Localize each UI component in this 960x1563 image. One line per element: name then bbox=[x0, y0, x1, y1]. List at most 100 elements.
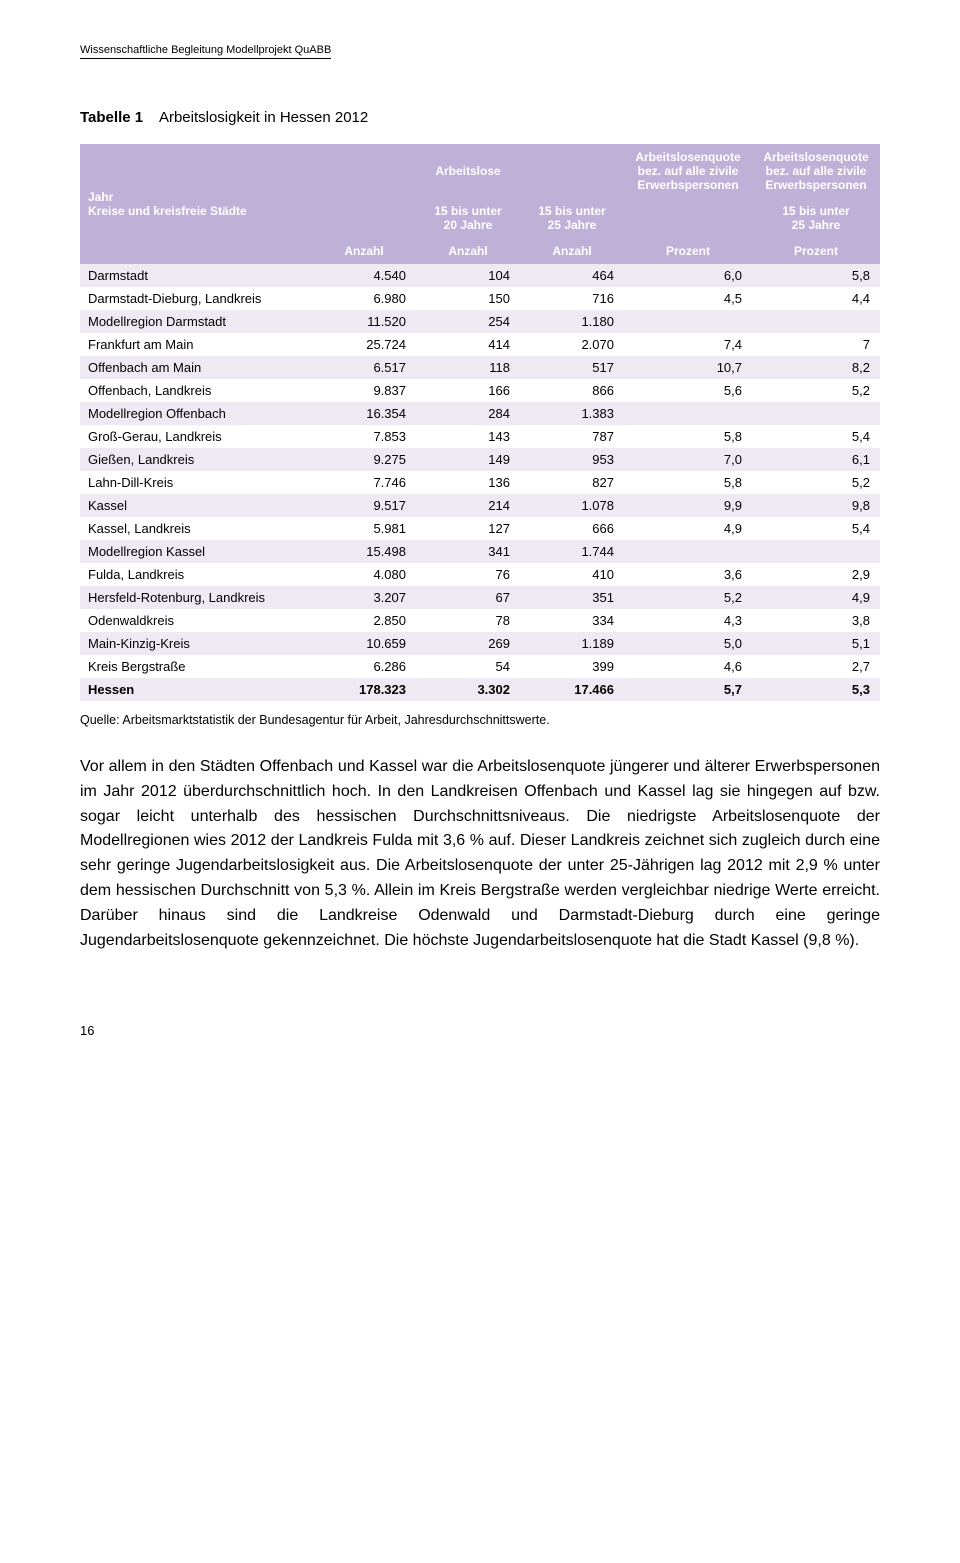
page: Wissenschaftliche Begleitung Modellproje… bbox=[0, 0, 960, 1078]
cell-anzahl: 15.498 bbox=[312, 540, 416, 563]
cell-anzahl-25: 410 bbox=[520, 563, 624, 586]
cell-anzahl-20: 269 bbox=[416, 632, 520, 655]
cell-anzahl-20: 214 bbox=[416, 494, 520, 517]
cell-prozent-25: 5,3 bbox=[752, 678, 880, 701]
cell-anzahl: 178.323 bbox=[312, 678, 416, 701]
cell-prozent-25: 4,4 bbox=[752, 287, 880, 310]
page-number: 16 bbox=[80, 1023, 880, 1038]
table-header: Jahr Kreise und kreisfreie Städte Arbeit… bbox=[80, 144, 880, 264]
cell-prozent: 4,6 bbox=[624, 655, 752, 678]
cell-anzahl-20: 143 bbox=[416, 425, 520, 448]
cell-anzahl-20: 67 bbox=[416, 586, 520, 609]
cell-label: Offenbach, Landkreis bbox=[80, 379, 312, 402]
table-row: Offenbach am Main6.51711851710,78,2 bbox=[80, 356, 880, 379]
cell-anzahl: 6.980 bbox=[312, 287, 416, 310]
cell-label: Hersfeld-Rotenburg, Landkreis bbox=[80, 586, 312, 609]
cell-prozent: 5,8 bbox=[624, 425, 752, 448]
cell-prozent-25 bbox=[752, 402, 880, 425]
cell-anzahl: 11.520 bbox=[312, 310, 416, 333]
cell-anzahl-20: 166 bbox=[416, 379, 520, 402]
cell-anzahl-20: 54 bbox=[416, 655, 520, 678]
cell-prozent bbox=[624, 402, 752, 425]
th-quote-2-l3: Erwerbspersonen bbox=[765, 178, 866, 192]
cell-prozent-25: 7 bbox=[752, 333, 880, 356]
cell-anzahl: 9.275 bbox=[312, 448, 416, 471]
cell-anzahl-20: 127 bbox=[416, 517, 520, 540]
table-row: Gießen, Landkreis9.2751499537,06,1 bbox=[80, 448, 880, 471]
cell-prozent: 5,0 bbox=[624, 632, 752, 655]
running-header: Wissenschaftliche Begleitung Modellproje… bbox=[80, 44, 331, 59]
data-table: Jahr Kreise und kreisfreie Städte Arbeit… bbox=[80, 144, 880, 701]
cell-anzahl-25: 517 bbox=[520, 356, 624, 379]
table-caption-bold: Tabelle 1 bbox=[80, 109, 143, 126]
table-row: Modellregion Darmstadt11.5202541.180 bbox=[80, 310, 880, 333]
table-row: Hessen178.3233.30217.4665,75,3 bbox=[80, 678, 880, 701]
cell-prozent-25: 6,1 bbox=[752, 448, 880, 471]
cell-prozent: 3,6 bbox=[624, 563, 752, 586]
cell-anzahl-25: 716 bbox=[520, 287, 624, 310]
cell-prozent-25: 5,4 bbox=[752, 425, 880, 448]
cell-anzahl-25: 1.180 bbox=[520, 310, 624, 333]
cell-label: Odenwaldkreis bbox=[80, 609, 312, 632]
cell-anzahl: 16.354 bbox=[312, 402, 416, 425]
cell-label: Darmstadt bbox=[80, 264, 312, 287]
cell-anzahl-20: 254 bbox=[416, 310, 520, 333]
cell-anzahl: 9.517 bbox=[312, 494, 416, 517]
th-sub-25: 15 bis unter 25 Jahre bbox=[520, 198, 624, 238]
cell-anzahl-20: 78 bbox=[416, 609, 520, 632]
table-body: Darmstadt4.5401044646,05,8Darmstadt-Dieb… bbox=[80, 264, 880, 701]
cell-anzahl-20: 118 bbox=[416, 356, 520, 379]
cell-anzahl-25: 351 bbox=[520, 586, 624, 609]
cell-anzahl: 6.517 bbox=[312, 356, 416, 379]
cell-anzahl-25: 666 bbox=[520, 517, 624, 540]
table-row: Main-Kinzig-Kreis10.6592691.1895,05,1 bbox=[80, 632, 880, 655]
cell-prozent-25: 5,2 bbox=[752, 471, 880, 494]
th-unit-prozent-1: Prozent bbox=[624, 238, 752, 264]
table-caption: Tabelle 1 Arbeitslosigkeit in Hessen 201… bbox=[80, 109, 880, 126]
table-row: Kassel, Landkreis5.9811276664,95,4 bbox=[80, 517, 880, 540]
cell-prozent-25 bbox=[752, 540, 880, 563]
table-row: Darmstadt-Dieburg, Landkreis6.9801507164… bbox=[80, 287, 880, 310]
cell-label: Fulda, Landkreis bbox=[80, 563, 312, 586]
cell-anzahl: 7.746 bbox=[312, 471, 416, 494]
cell-label: Main-Kinzig-Kreis bbox=[80, 632, 312, 655]
source-note: Quelle: Arbeitsmarktstatistik der Bundes… bbox=[80, 713, 880, 727]
cell-anzahl-25: 866 bbox=[520, 379, 624, 402]
cell-anzahl-25: 787 bbox=[520, 425, 624, 448]
cell-anzahl-25: 334 bbox=[520, 609, 624, 632]
table-row: Modellregion Kassel15.4983411.744 bbox=[80, 540, 880, 563]
table-row: Offenbach, Landkreis9.8371668665,65,2 bbox=[80, 379, 880, 402]
cell-anzahl-20: 341 bbox=[416, 540, 520, 563]
cell-label: Modellregion Offenbach bbox=[80, 402, 312, 425]
cell-anzahl-25: 827 bbox=[520, 471, 624, 494]
cell-prozent: 7,4 bbox=[624, 333, 752, 356]
cell-anzahl-25: 464 bbox=[520, 264, 624, 287]
table-row: Hersfeld-Rotenburg, Landkreis3.207673515… bbox=[80, 586, 880, 609]
th-quote-1-l1: Arbeitslosenquote bbox=[635, 150, 740, 164]
cell-anzahl-25: 17.466 bbox=[520, 678, 624, 701]
cell-anzahl-20: 414 bbox=[416, 333, 520, 356]
cell-label: Lahn-Dill-Kreis bbox=[80, 471, 312, 494]
th-quote-2-l1: Arbeitslosenquote bbox=[763, 150, 868, 164]
cell-anzahl: 10.659 bbox=[312, 632, 416, 655]
th-rowlabel-l1: Jahr bbox=[88, 190, 113, 204]
th-unit-anzahl-2: Anzahl bbox=[416, 238, 520, 264]
cell-anzahl: 4.540 bbox=[312, 264, 416, 287]
th-rowlabel-l2: Kreise und kreisfreie Städte bbox=[88, 204, 247, 218]
cell-prozent-25: 3,8 bbox=[752, 609, 880, 632]
cell-prozent-25: 9,8 bbox=[752, 494, 880, 517]
cell-anzahl-25: 2.070 bbox=[520, 333, 624, 356]
cell-prozent: 4,5 bbox=[624, 287, 752, 310]
table-row: Lahn-Dill-Kreis7.7461368275,85,2 bbox=[80, 471, 880, 494]
cell-label: Offenbach am Main bbox=[80, 356, 312, 379]
cell-anzahl: 7.853 bbox=[312, 425, 416, 448]
cell-anzahl-25: 1.189 bbox=[520, 632, 624, 655]
cell-anzahl: 25.724 bbox=[312, 333, 416, 356]
cell-label: Kassel bbox=[80, 494, 312, 517]
cell-prozent-25: 5,2 bbox=[752, 379, 880, 402]
cell-prozent bbox=[624, 540, 752, 563]
th-quote-2: Arbeitslosenquote bez. auf alle zivile E… bbox=[752, 144, 880, 198]
th-empty bbox=[312, 198, 416, 238]
table-caption-title: Arbeitslosigkeit in Hessen 2012 bbox=[159, 109, 368, 126]
cell-prozent-25: 4,9 bbox=[752, 586, 880, 609]
